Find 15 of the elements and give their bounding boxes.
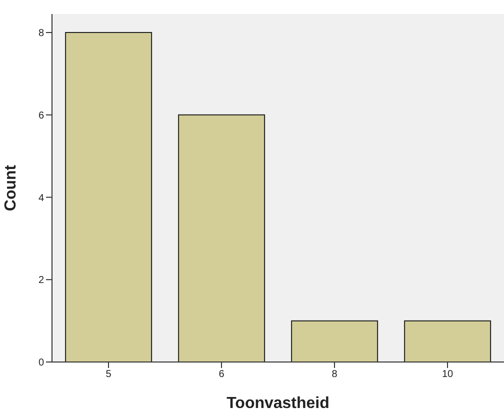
bar: [65, 32, 152, 362]
x-tick-label: 10: [442, 369, 454, 380]
bar: [178, 114, 266, 362]
x-tick-label: 8: [332, 369, 338, 380]
y-axis-title: Count: [2, 164, 20, 212]
y-tick-label: 8: [38, 28, 44, 40]
x-axis-title: Toonvastheid: [226, 395, 330, 412]
bar: [291, 320, 378, 362]
y-tick-label: 6: [38, 110, 44, 122]
y-tick-label: 4: [38, 192, 44, 204]
bar: [404, 320, 492, 362]
y-tick-label: 2: [38, 275, 44, 286]
x-tick-label: 5: [106, 369, 112, 380]
x-tick-label: 6: [218, 369, 225, 380]
y-tick-label: 0: [38, 358, 44, 369]
